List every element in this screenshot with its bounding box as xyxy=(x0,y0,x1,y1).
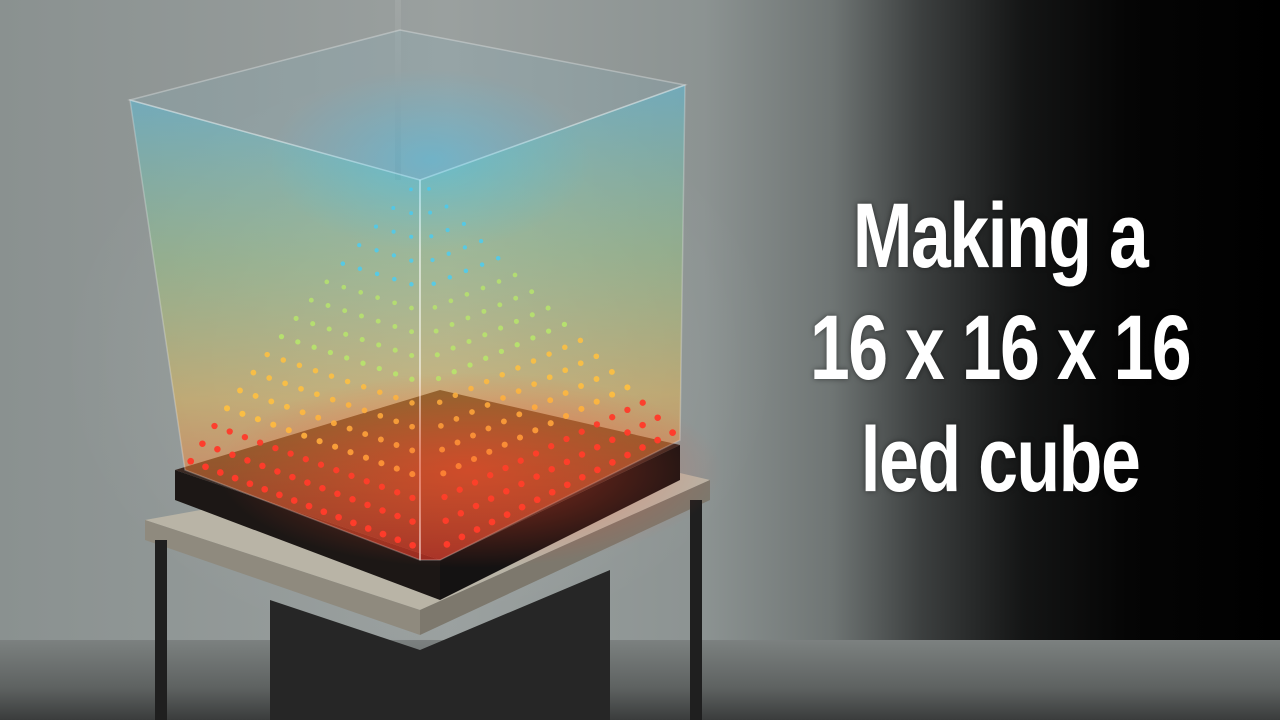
cyan-glow xyxy=(200,40,660,300)
led-dot xyxy=(445,228,450,233)
led-dot xyxy=(375,295,380,300)
led-dot xyxy=(373,224,379,229)
led-dot xyxy=(325,303,331,308)
led-dot xyxy=(427,187,431,191)
led-dot xyxy=(530,335,536,341)
led-dot xyxy=(409,282,414,287)
led-dot xyxy=(529,312,535,318)
led-dot xyxy=(446,251,451,256)
led-dot xyxy=(498,325,504,331)
led-dot xyxy=(465,315,471,321)
led-dot xyxy=(278,333,285,340)
cube-top-face xyxy=(127,29,688,181)
led-dot xyxy=(358,290,364,295)
led-dot xyxy=(374,271,380,277)
led-dot xyxy=(545,328,552,334)
led-dot xyxy=(431,281,436,286)
led-dot xyxy=(375,318,381,324)
led-dot xyxy=(310,321,316,327)
title-line-2: 16 x 16 x 16 xyxy=(809,297,1192,399)
led-dot xyxy=(293,315,299,321)
title-overlay: Making a 16 x 16 x 16 led cube xyxy=(797,180,1203,516)
led-dot xyxy=(462,245,468,250)
led-dot xyxy=(391,229,396,234)
led-dot xyxy=(513,318,519,324)
led-dot xyxy=(409,305,414,311)
led-dot xyxy=(341,284,347,290)
led-dot xyxy=(428,210,433,215)
led-dot xyxy=(480,285,486,291)
led-dot xyxy=(324,279,330,285)
led-dot xyxy=(433,328,439,334)
led-dot xyxy=(479,262,485,267)
led-dot xyxy=(392,276,397,282)
led-dot xyxy=(359,313,364,319)
led-dot xyxy=(464,292,470,297)
led-dot xyxy=(430,257,435,263)
led-dot xyxy=(357,242,362,248)
led-dot xyxy=(461,221,466,226)
led-dot xyxy=(495,255,501,261)
led-dot xyxy=(513,295,519,301)
led-dot xyxy=(374,248,379,253)
led-dot xyxy=(409,234,414,239)
led-dot xyxy=(444,204,449,209)
led-dot xyxy=(478,238,484,244)
led-dot xyxy=(308,297,314,303)
led-dot xyxy=(409,211,414,216)
led-dot xyxy=(340,261,346,266)
red-glow xyxy=(120,340,820,600)
title-line-1: Making a xyxy=(852,185,1149,287)
led-dot xyxy=(391,253,397,258)
led-dot xyxy=(432,305,438,310)
led-dot xyxy=(463,268,469,274)
led-dot xyxy=(561,321,568,328)
led-dot xyxy=(448,298,454,304)
led-dot xyxy=(409,187,413,192)
led-dot xyxy=(529,289,535,295)
led-dot xyxy=(545,305,551,311)
led-dot xyxy=(357,266,363,272)
led-dot xyxy=(392,324,398,329)
led-dot xyxy=(409,258,414,263)
floor xyxy=(0,640,1280,720)
led-dot xyxy=(482,332,488,338)
led-dot xyxy=(497,302,503,308)
led-dot xyxy=(391,206,396,210)
led-dot xyxy=(342,308,348,314)
wall-corner xyxy=(395,0,401,180)
led-dot xyxy=(343,331,349,337)
led-dot xyxy=(496,279,502,284)
table-shelf xyxy=(270,570,610,720)
led-dot xyxy=(447,275,453,280)
led-dot xyxy=(392,300,397,306)
led-dot xyxy=(409,329,415,335)
title-line-3: led cube xyxy=(860,409,1141,511)
led-dot xyxy=(481,308,487,314)
led-dot xyxy=(449,322,455,327)
led-dot xyxy=(429,234,434,239)
led-dot xyxy=(512,272,518,278)
led-dot xyxy=(326,326,332,332)
